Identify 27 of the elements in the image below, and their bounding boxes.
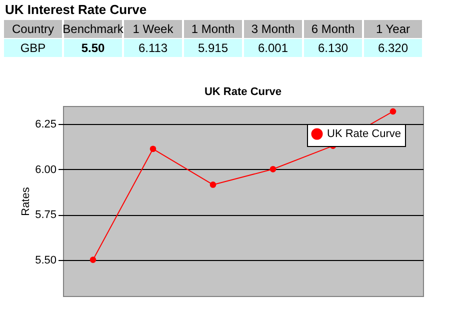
point	[90, 256, 96, 263]
x-tick-label: 1 Month	[191, 22, 235, 36]
y-tick-label: 6.00	[35, 164, 56, 176]
point	[150, 146, 156, 152]
text: GBP	[20, 41, 46, 55]
chart-subtitle: UK Rate Curve	[204, 86, 282, 98]
point	[390, 108, 396, 115]
chart-title: UK Interest Rate Curve	[5, 2, 147, 17]
y-axis-title: Rates	[20, 186, 32, 216]
x-tick-label: 6 Month	[311, 22, 355, 36]
legend-label: UK Rate Curve	[327, 128, 401, 140]
point	[210, 182, 216, 188]
data-label: 6.001	[258, 41, 288, 55]
text: Country	[12, 22, 54, 36]
data-label: 6.320	[378, 41, 408, 55]
y-tick-label: 6.25	[35, 118, 56, 131]
x-tick-label: 1 Week	[132, 22, 174, 36]
data-label: 6.113	[138, 41, 168, 55]
x-tick-label: 3 Month	[251, 22, 295, 36]
y-tick-label: 5.75	[35, 209, 56, 222]
x-tick-label: 1 Year	[376, 22, 410, 36]
data-label: 6.130	[318, 41, 348, 55]
data-label: 5.50	[81, 41, 105, 55]
x-tick-label: Benchmark	[62, 22, 124, 36]
y-tick-label: 5.50	[35, 254, 56, 266]
data-label: 5.915	[198, 41, 228, 55]
point	[270, 166, 276, 172]
